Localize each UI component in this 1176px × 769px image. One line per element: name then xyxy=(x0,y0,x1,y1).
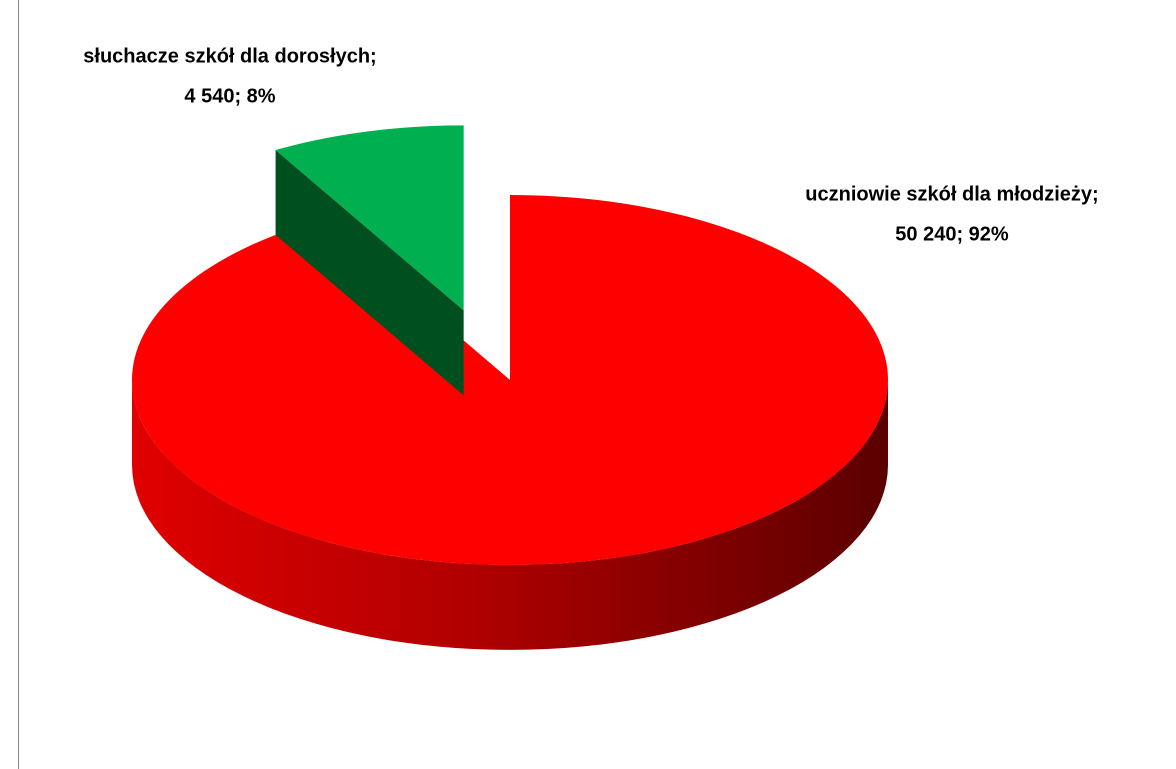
slice xyxy=(132,195,889,565)
data-label-value: 50 240; 92% xyxy=(895,223,1009,245)
slice xyxy=(275,125,464,311)
data-label-category: uczniowie szkół dla młodzieży; xyxy=(805,183,1098,205)
slice-cut-face xyxy=(275,149,464,396)
data-label-category: słuchacze szkół dla dorosłych; xyxy=(83,45,376,67)
slice-side xyxy=(132,380,888,650)
data-label-value: 4 540; 8% xyxy=(184,85,275,107)
